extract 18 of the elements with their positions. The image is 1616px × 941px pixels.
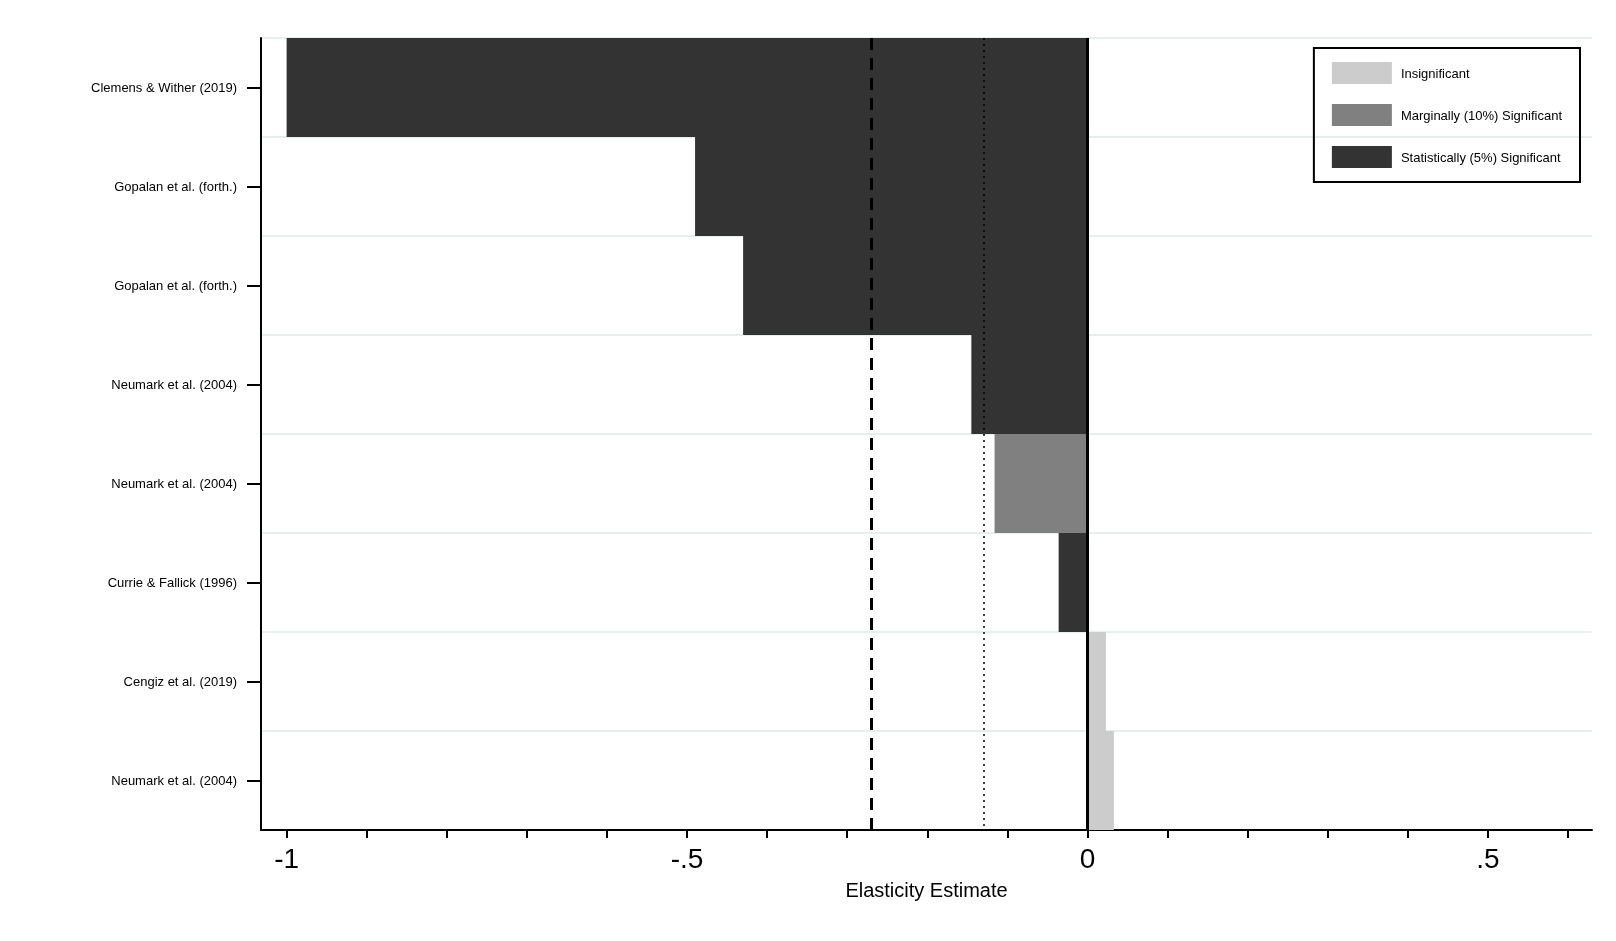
y-tick-label: Neumark et al. (2004) (111, 476, 237, 491)
y-tick-label: Cengiz et al. (2019) (123, 674, 237, 689)
y-tick-label: Neumark et al. (2004) (111, 773, 237, 788)
y-tick-label: Gopalan et al. (forth.) (114, 278, 237, 293)
legend-label: Marginally (10%) Significant (1400, 107, 1563, 123)
x-tick-label: -.5 (670, 842, 704, 874)
x-axis-title: Elasticity Estimate (845, 879, 1008, 901)
bar (994, 434, 1088, 533)
x-tick-label: 0 (1079, 842, 1096, 874)
legend-label: Insignificant (1400, 65, 1470, 81)
y-tick-label: Gopalan et al. (forth.) (114, 179, 237, 194)
y-tick-label: Clemens & Wither (2019) (91, 80, 237, 95)
y-tick-label: Currie & Fallick (1996) (107, 575, 237, 590)
bar (1058, 533, 1088, 632)
y-tick-label: Neumark et al. (2004) (111, 377, 237, 392)
legend-label: Statistically (5%) Significant (1400, 149, 1561, 165)
x-tick-label: .5 (1476, 842, 1500, 874)
x-tick-label: -1 (274, 842, 300, 874)
